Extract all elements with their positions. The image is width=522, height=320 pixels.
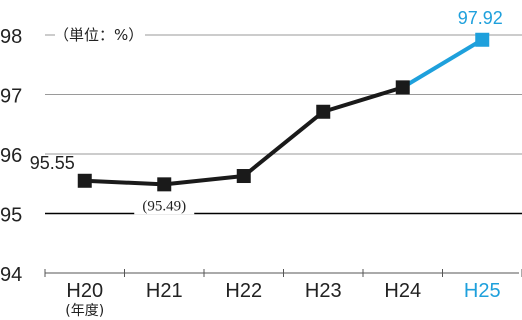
unit-label: （単位：%） <box>54 26 143 44</box>
data-point-H22 <box>236 169 251 184</box>
data-label-H20: 95.55 <box>30 153 75 173</box>
data-point-H21 <box>157 177 172 192</box>
data-labels: 95.55 (95.49) 97.92 <box>30 8 503 215</box>
x-tick-label-H25: H25 <box>464 280 501 302</box>
grid-lines <box>44 34 522 277</box>
x-axis-ticks: H20 H21 H22 H23 H24 H25 <box>66 280 500 302</box>
y-tick-label-97: 97 <box>0 86 22 108</box>
data-point-H23 <box>316 104 331 119</box>
x-tick-label-H23: H23 <box>305 280 342 302</box>
y-tick-label-98: 98 <box>0 26 22 48</box>
data-point-H20 <box>77 173 92 188</box>
x-axis-sub-label: (年度) <box>65 303 104 319</box>
series-lines <box>84 38 484 187</box>
y-tick-label-96: 96 <box>0 145 22 167</box>
x-tick-label-H21: H21 <box>146 280 183 302</box>
data-point-H24 <box>395 80 410 95</box>
data-label-bg <box>134 196 195 215</box>
data-label-H21: (95.49) <box>142 198 186 214</box>
y-axis-ticks: 94 95 96 97 98 <box>0 26 22 286</box>
x-tick-label-H20: H20 <box>66 280 103 302</box>
series-markers <box>77 32 490 192</box>
x-tick-label-H22: H22 <box>225 280 262 302</box>
y-tick-label-94: 94 <box>0 264 22 286</box>
x-tick-label-H24: H24 <box>384 280 421 302</box>
y-tick-label-95: 95 <box>0 205 22 227</box>
data-point-H25 <box>475 32 490 47</box>
series-line-highlight <box>401 38 484 90</box>
data-label-H25: 97.92 <box>458 8 503 28</box>
